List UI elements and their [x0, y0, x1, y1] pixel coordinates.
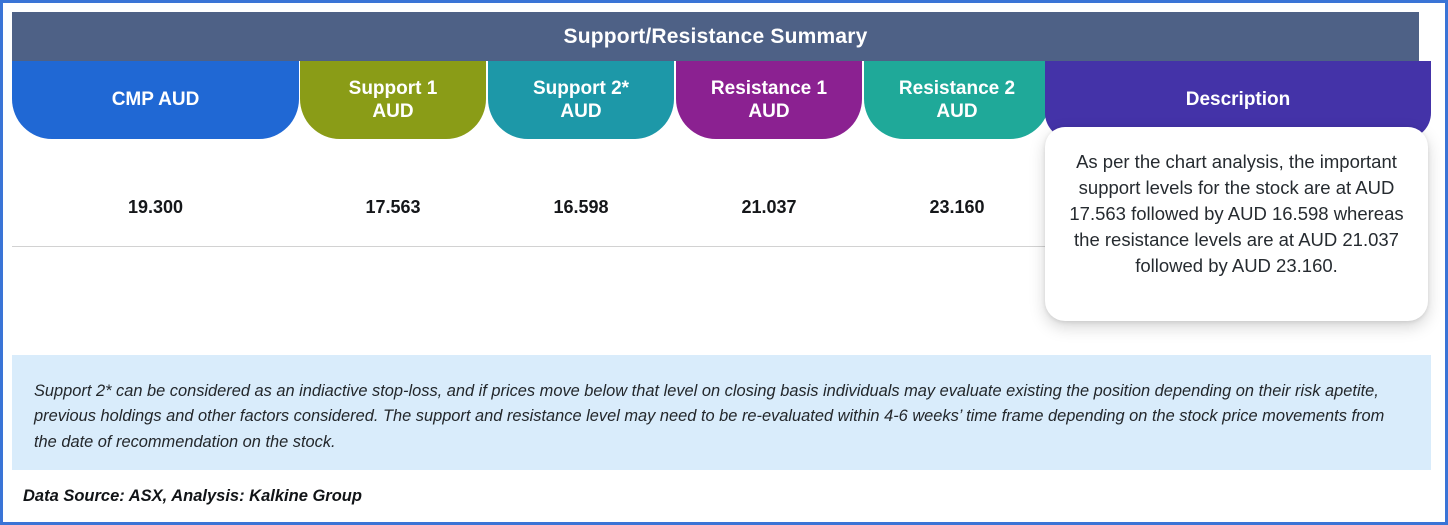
row-separator	[12, 246, 1422, 247]
description-card: As per the chart analysis, the important…	[1045, 127, 1428, 321]
value-cell: 17.563	[365, 197, 421, 217]
column-header-label: CMP AUD	[111, 89, 200, 111]
column-header-label: Description	[1185, 89, 1291, 111]
page-title: Support/Resistance Summary	[563, 24, 868, 48]
data-source-label: Data Source: ASX, Analysis: Kalkine Grou…	[23, 486, 362, 505]
column-header-description: Description	[1045, 61, 1431, 139]
disclaimer-text: Support 2* can be considered as an india…	[34, 382, 1385, 451]
column-header-unit: AUD	[748, 101, 790, 122]
values-row: 19.300 17.563 16.598 21.037 23.160	[12, 139, 1431, 247]
column-header-unit: AUD	[560, 101, 602, 122]
value-cell: 16.598	[553, 197, 609, 217]
column-header-label: Support 2*	[532, 77, 630, 99]
footer-bar: Data Source: ASX, Analysis: Kalkine Grou…	[12, 470, 1431, 522]
column-header-support-2: Support 2* AUD	[488, 61, 674, 139]
disclaimer-box: Support 2* can be considered as an india…	[12, 355, 1431, 470]
value-cell: 21.037	[741, 197, 797, 217]
value-cell: 23.160	[929, 197, 985, 217]
column-header-label: Resistance 1	[710, 77, 828, 99]
column-header-support-1: Support 1 AUD	[300, 61, 486, 139]
column-header-row: CMP AUD Support 1 AUD Support 2* AUD Resistan…	[12, 61, 1431, 139]
column-header-cmp-aud: CMP AUD	[12, 61, 299, 139]
table-title-bar: Support/Resistance Summary	[12, 12, 1419, 61]
column-header-unit: AUD	[372, 101, 414, 122]
value-cell: 19.300	[127, 197, 184, 217]
column-header-resistance-1: Resistance 1 AUD	[676, 61, 862, 139]
column-header-label: Support 1	[348, 77, 438, 99]
description-text: As per the chart analysis, the important…	[1069, 151, 1404, 276]
column-header-resistance-2: Resistance 2 AUD	[864, 61, 1050, 139]
column-header-label: Resistance 2	[898, 77, 1016, 99]
column-header-unit: AUD	[936, 101, 978, 122]
